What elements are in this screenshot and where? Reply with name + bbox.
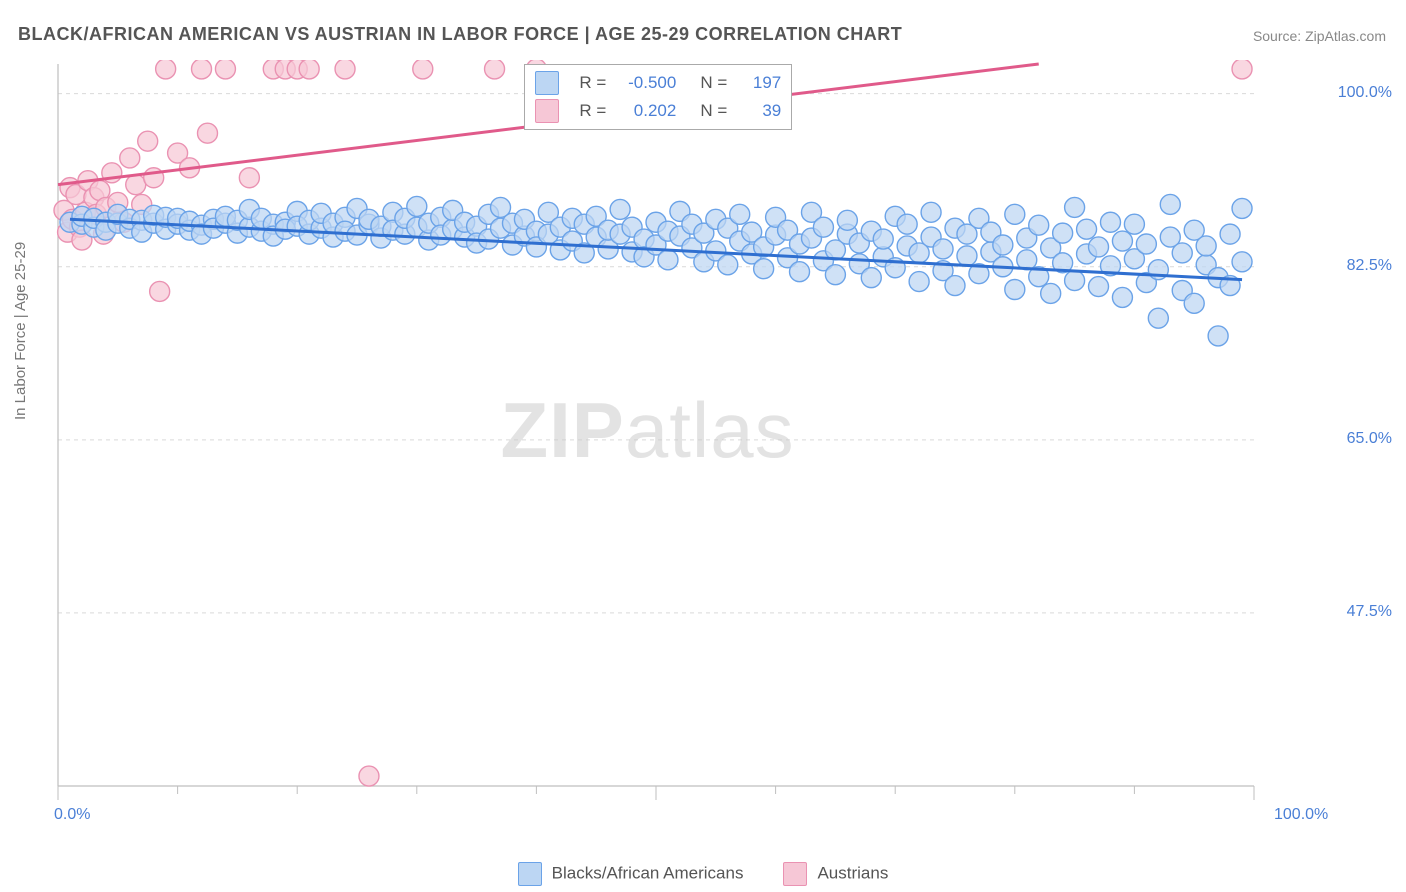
scatter-point	[1065, 197, 1085, 217]
x-max-label: 100.0%	[1274, 806, 1328, 824]
scatter-point	[873, 229, 893, 249]
scatter-point	[1232, 252, 1252, 272]
scatter-point	[825, 265, 845, 285]
scatter-point	[1065, 271, 1085, 291]
scatter-point	[1124, 214, 1144, 234]
scatter-point	[1089, 277, 1109, 297]
scatter-point	[359, 766, 379, 786]
stat-swatch	[535, 71, 559, 95]
scatter-point	[1160, 194, 1180, 214]
scatter-point	[790, 262, 810, 282]
scatter-point	[837, 210, 857, 230]
scatter-point	[1148, 308, 1168, 328]
legend-item: Austrians	[783, 862, 888, 886]
scatter-point	[1232, 60, 1252, 79]
scatter-point	[1184, 293, 1204, 313]
source-attribution: Source: ZipAtlas.com	[1253, 28, 1386, 44]
n-label: N =	[700, 73, 727, 93]
source-link[interactable]: ZipAtlas.com	[1305, 28, 1386, 44]
scatter-point	[933, 239, 953, 259]
r-label: R =	[579, 101, 606, 121]
scatter-point	[730, 204, 750, 224]
x-min-label: 0.0%	[54, 806, 90, 824]
scatter-point	[413, 60, 433, 79]
scatter-point	[718, 255, 738, 275]
n-label: N =	[700, 101, 727, 121]
scatter-point	[1136, 234, 1156, 254]
n-value: 197	[737, 73, 781, 93]
scatter-point	[1100, 212, 1120, 232]
scatter-point	[120, 148, 140, 168]
legend-swatch	[518, 862, 542, 886]
scatter-point	[1029, 215, 1049, 235]
legend-swatch	[783, 862, 807, 886]
scatter-point	[1232, 198, 1252, 218]
stat-legend-row: R = -0.500 N = 197	[533, 69, 783, 97]
scatter-point	[658, 250, 678, 270]
y-tick-label: 65.0%	[1347, 430, 1392, 448]
scatter-point	[485, 60, 505, 79]
n-value: 39	[737, 101, 781, 121]
scatter-point	[138, 131, 158, 151]
legend-label: Blacks/African Americans	[552, 863, 744, 882]
scatter-point	[1053, 223, 1073, 243]
scatter-point	[754, 259, 774, 279]
r-value: -0.500	[616, 73, 676, 93]
scatter-point	[198, 123, 218, 143]
legend-label: Austrians	[817, 863, 888, 882]
scatter-point	[150, 281, 170, 301]
correlation-legend: R = -0.500 N = 197 R = 0.202 N = 39	[524, 64, 792, 130]
scatter-point	[861, 268, 881, 288]
source-prefix: Source:	[1253, 28, 1305, 44]
scatter-point	[192, 60, 212, 79]
scatter-point	[215, 60, 235, 79]
scatter-point	[610, 199, 630, 219]
scatter-point	[897, 214, 917, 234]
scatter-point	[813, 217, 833, 237]
scatter-point	[1196, 236, 1216, 256]
scatter-point	[407, 196, 427, 216]
y-tick-label: 100.0%	[1338, 84, 1392, 102]
scatter-point	[957, 246, 977, 266]
scatter-point	[1112, 287, 1132, 307]
scatter-point	[1041, 283, 1061, 303]
chart-title: BLACK/AFRICAN AMERICAN VS AUSTRIAN IN LA…	[18, 24, 902, 45]
scatter-plot-svg	[46, 60, 1326, 820]
scatter-point	[1112, 231, 1132, 251]
scatter-point	[156, 60, 176, 79]
y-axis-label: In Labor Force | Age 25-29	[12, 242, 29, 420]
y-tick-label: 47.5%	[1347, 603, 1392, 621]
scatter-point	[993, 235, 1013, 255]
scatter-point	[921, 202, 941, 222]
r-value: 0.202	[616, 101, 676, 121]
stat-swatch	[535, 99, 559, 123]
r-label: R =	[579, 73, 606, 93]
scatter-point	[239, 168, 259, 188]
scatter-point	[1005, 280, 1025, 300]
scatter-point	[1089, 237, 1109, 257]
scatter-point	[1220, 224, 1240, 244]
scatter-point	[1172, 243, 1192, 263]
scatter-point	[1077, 219, 1097, 239]
bottom-legend: Blacks/African Americans Austrians	[0, 862, 1406, 886]
y-tick-label: 82.5%	[1347, 257, 1392, 275]
legend-item: Blacks/African Americans	[518, 862, 744, 886]
scatter-point	[299, 60, 319, 79]
scatter-point	[1208, 326, 1228, 346]
scatter-point	[126, 175, 146, 195]
scatter-point	[335, 60, 355, 79]
plot-area	[46, 60, 1326, 820]
scatter-point	[909, 272, 929, 292]
scatter-point	[1005, 204, 1025, 224]
stat-legend-row: R = 0.202 N = 39	[533, 97, 783, 125]
scatter-point	[945, 276, 965, 296]
